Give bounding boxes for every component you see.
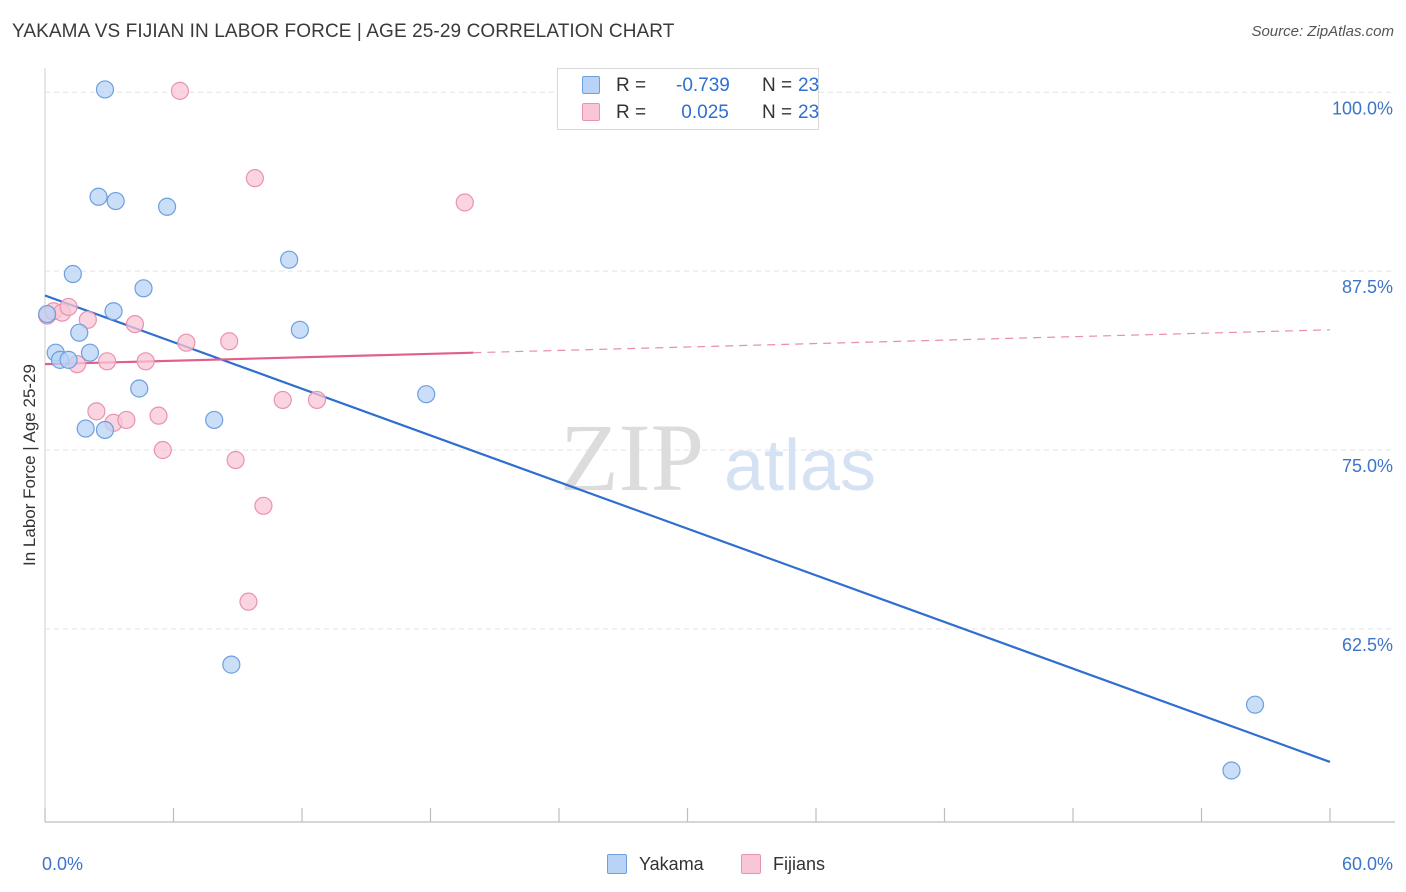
fijian-point: [87, 402, 106, 421]
fijian-point: [125, 314, 145, 334]
y-tick-label: 100.0%: [1332, 98, 1393, 118]
legend-n-label: N =: [762, 102, 793, 123]
yakama-point: [63, 264, 82, 284]
yakama-point: [80, 343, 100, 362]
fijian-point: [136, 352, 155, 371]
fijian-point: [307, 390, 327, 410]
yakama-trend-line: [44, 294, 1331, 763]
yakama-point: [134, 279, 153, 298]
legend: R = -0.739 N = 23 R = 0.025 N = 23: [557, 68, 819, 130]
y-tick-label: 75.0%: [1342, 456, 1393, 476]
y-tick-label: 87.5%: [1342, 277, 1393, 297]
legend-swatch-yakama: [582, 76, 600, 94]
fijian-point: [273, 390, 292, 410]
legend-n-value: 23: [798, 102, 820, 123]
fijian-point: [153, 440, 172, 460]
yakama-point: [89, 187, 108, 206]
bottom-legend-fijians: Fijians: [741, 852, 825, 876]
x-tick-label: 0.0%: [42, 854, 83, 874]
bottom-legend-swatch-yakama: [607, 854, 627, 874]
yakama-point: [290, 320, 309, 339]
axis-layer: [44, 68, 1395, 823]
yakama-point: [222, 655, 241, 674]
yakama-point: [130, 379, 149, 398]
bottom-legend-label-yakama: Yakama: [639, 853, 704, 874]
watermark: ZIP atlas: [560, 404, 876, 511]
trend-layer: [44, 294, 1331, 763]
legend-r-value: 0.025: [676, 102, 729, 123]
legend-n-value: 23: [798, 75, 820, 96]
yakama-point: [205, 410, 224, 430]
yakama-point: [157, 197, 177, 216]
fijian-point: [98, 352, 117, 371]
fijian-point: [239, 592, 258, 611]
yakama-point: [76, 419, 95, 438]
legend-r-value: -0.739: [676, 75, 730, 96]
fijian-point: [177, 333, 196, 352]
fijian-point: [245, 169, 264, 188]
tick-label-layer: 100.0% 87.5% 75.0% 62.5% 0.0% 60.0%: [42, 98, 1393, 874]
yakama-point: [95, 80, 115, 99]
source-credit: Source: ZipAtlas.com: [1251, 23, 1394, 40]
fijian-point: [220, 332, 239, 351]
yakama-point: [104, 302, 123, 321]
yakama-point: [38, 304, 57, 324]
grid-layer: [45, 91, 1395, 630]
yakama-point: [1245, 695, 1265, 714]
yakama-point: [417, 385, 436, 404]
fijian-point: [117, 410, 136, 430]
points-layer: [38, 80, 1265, 780]
x-tick-label: 60.0%: [1342, 854, 1393, 874]
yakama-point: [106, 191, 125, 211]
fijian-point: [170, 81, 190, 100]
bottom-legend-label-fijians: Fijians: [773, 853, 826, 874]
fijian-point: [226, 450, 245, 470]
legend-swatch-fijians: [582, 103, 600, 121]
legend-n-label: N =: [762, 75, 793, 96]
yakama-point: [70, 323, 89, 342]
fijian-point: [59, 297, 78, 317]
watermark-zip: ZIP: [560, 404, 704, 511]
yakama-point: [95, 420, 115, 440]
yakama-point: [1222, 761, 1241, 780]
fijian-point: [254, 496, 273, 515]
fijian-trend-extension: [473, 329, 1331, 354]
yakama-point: [280, 250, 299, 269]
chart-title: YAKAMA VS FIJIAN IN LABOR FORCE | AGE 25…: [12, 21, 675, 42]
watermark-atlas: atlas: [724, 426, 876, 506]
yakama-point: [59, 350, 78, 369]
legend-r-label: R =: [616, 102, 647, 123]
bottom-legend-swatch-fijians: [741, 854, 761, 874]
legend-r-label: R =: [616, 75, 647, 96]
bottom-legend-yakama: Yakama: [607, 852, 704, 876]
fijian-point: [149, 406, 168, 425]
y-tick-label: 62.5%: [1342, 635, 1393, 655]
fijian-point: [78, 310, 97, 329]
fijian-trend-line: [44, 351, 474, 366]
y-axis-label: In Labor Force | Age 25-29: [20, 364, 39, 566]
fijian-point: [455, 193, 474, 212]
